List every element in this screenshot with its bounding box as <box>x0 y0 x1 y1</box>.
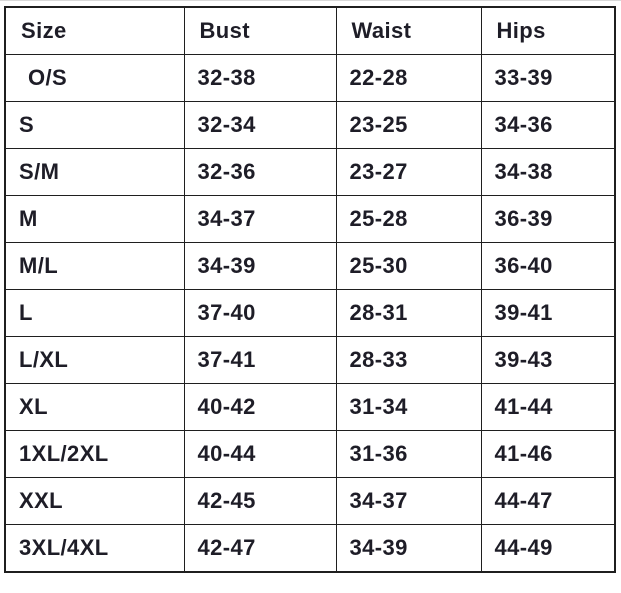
measurement-cell: 40-44 <box>183 430 337 478</box>
table-row: S 32-34 23-25 34-36 <box>4 101 616 149</box>
measurement-cell: 34-38 <box>480 148 616 196</box>
measurement-cell: 31-34 <box>335 383 482 431</box>
measurement-cell: 31-36 <box>335 430 482 478</box>
size-cell: XXL <box>4 477 185 525</box>
measurement-cell: 40-42 <box>183 383 337 431</box>
measurement-cell: 32-38 <box>183 54 337 102</box>
measurement-cell: 32-34 <box>183 101 337 149</box>
size-cell: O/S <box>4 54 185 102</box>
measurement-cell: 37-40 <box>183 289 337 337</box>
measurement-cell: 28-31 <box>335 289 482 337</box>
measurement-cell: 44-47 <box>480 477 616 525</box>
measurement-cell: 36-40 <box>480 242 616 290</box>
measurement-cell: 25-28 <box>335 195 482 243</box>
size-chart-body: O/S 32-38 22-28 33-39 S 32-34 23-25 34-36 S/M 32-… <box>4 54 616 573</box>
table-row: L 37-40 28-31 39-41 <box>4 289 616 337</box>
table-row: M/L 34-39 25-30 36-40 <box>4 242 616 290</box>
measurement-cell: 44-49 <box>480 524 616 573</box>
table-row: XL 40-42 31-34 41-44 <box>4 383 616 431</box>
size-cell: L <box>4 289 185 337</box>
measurement-cell: 34-39 <box>335 524 482 573</box>
size-cell: 3XL/4XL <box>4 524 185 573</box>
column-header-bust: Bust <box>183 6 337 55</box>
measurement-cell: 34-37 <box>335 477 482 525</box>
measurement-cell: 36-39 <box>480 195 616 243</box>
measurement-cell: 41-46 <box>480 430 616 478</box>
measurement-cell: 23-27 <box>335 148 482 196</box>
size-cell: L/XL <box>4 336 185 384</box>
measurement-cell: 42-45 <box>183 477 337 525</box>
table-row: S/M 32-36 23-27 34-38 <box>4 148 616 196</box>
size-cell: S/M <box>4 148 185 196</box>
measurement-cell: 25-30 <box>335 242 482 290</box>
measurement-cell: 34-39 <box>183 242 337 290</box>
table-row: M 34-37 25-28 36-39 <box>4 195 616 243</box>
measurement-cell: 34-36 <box>480 101 616 149</box>
measurement-cell: 28-33 <box>335 336 482 384</box>
column-header-hips: Hips <box>480 6 616 55</box>
measurement-cell: 33-39 <box>480 54 616 102</box>
measurement-cell: 22-28 <box>335 54 482 102</box>
size-chart-header: Size Bust Waist Hips <box>4 6 616 55</box>
measurement-cell: 34-37 <box>183 195 337 243</box>
header-row: Size Bust Waist Hips <box>4 6 616 55</box>
measurement-cell: 32-36 <box>183 148 337 196</box>
table-row: L/XL 37-41 28-33 39-43 <box>4 336 616 384</box>
column-header-waist: Waist <box>335 6 482 55</box>
table-row: XXL 42-45 34-37 44-47 <box>4 477 616 525</box>
column-header-size: Size <box>4 6 185 55</box>
table-row: 1XL/2XL 40-44 31-36 41-46 <box>4 430 616 478</box>
table-row: 3XL/4XL 42-47 34-39 44-49 <box>4 524 616 573</box>
table-row: O/S 32-38 22-28 33-39 <box>4 54 616 102</box>
size-cell: M <box>4 195 185 243</box>
measurement-cell: 42-47 <box>183 524 337 573</box>
measurement-cell: 41-44 <box>480 383 616 431</box>
measurement-cell: 37-41 <box>183 336 337 384</box>
size-cell: XL <box>4 383 185 431</box>
size-chart-table: Size Bust Waist Hips O/S 32-38 22-28 33-39 S… <box>4 6 616 573</box>
size-cell: 1XL/2XL <box>4 430 185 478</box>
measurement-cell: 39-43 <box>480 336 616 384</box>
measurement-cell: 39-41 <box>480 289 616 337</box>
size-cell: M/L <box>4 242 185 290</box>
size-cell: S <box>4 101 185 149</box>
measurement-cell: 23-25 <box>335 101 482 149</box>
